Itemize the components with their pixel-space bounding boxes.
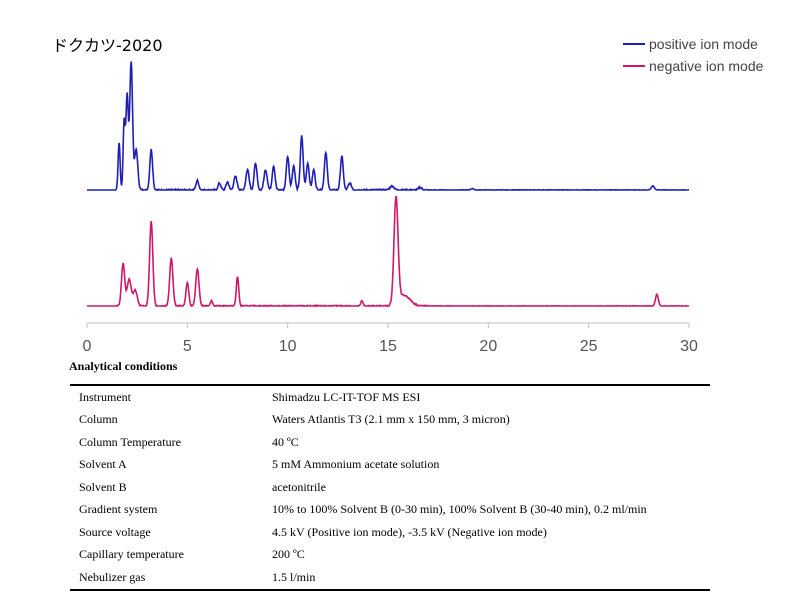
condition-parameter: Capillary temperature (79, 547, 184, 562)
x-axis: 0 5 10 15 20 25 30 (83, 322, 698, 355)
condition-value: 10% to 100% Solvent B (0-30 min), 100% S… (272, 502, 647, 517)
chromatogram-chart: ドクカツ-2020 positive ion mode negative ion… (52, 36, 764, 355)
series-line-positive (87, 61, 690, 193)
condition-parameter: Source voltage (79, 524, 151, 539)
analytical-conditions-table: Instrument Shimadzu LC-IT-TOF MS ESI Colum… (70, 384, 710, 591)
condition-row: Instrument Shimadzu LC-IT-TOF MS ESI (70, 385, 710, 409)
condition-row: Column Waters Atlantis T3 (2.1 mm x 150 m… (70, 409, 710, 432)
condition-value: 4.5 kV (Positive ion mode), -3.5 kV (Neg… (272, 524, 547, 539)
condition-row: Solvent A 5 mM Ammonium acetate solution (70, 454, 710, 477)
condition-row: Capillary temperature 200 ºC (70, 544, 710, 567)
x-tick-label: 30 (680, 338, 698, 355)
legend: positive ion mode negative ion mode (623, 36, 764, 74)
x-tick-label: 25 (580, 338, 598, 355)
condition-row: Column Temperature 40 ºC (70, 431, 710, 454)
condition-row: Solvent B acetonitrile (70, 476, 710, 499)
x-tick-label: 5 (183, 338, 192, 355)
chart-title: ドクカツ-2020 (52, 36, 163, 55)
condition-parameter: Instrument (79, 389, 131, 404)
condition-parameter: Solvent B (79, 479, 127, 494)
x-tick-label: 10 (279, 338, 297, 355)
condition-value: 40 ºC (272, 434, 299, 449)
condition-parameter: Nebulizer gas (79, 569, 146, 584)
condition-value: acetonitrile (272, 479, 326, 494)
condition-value: 200 ºC (272, 547, 305, 562)
series-line-negative (87, 195, 689, 308)
condition-parameter: Gradient system (79, 502, 158, 517)
analytical-conditions-title: Analytical conditions (69, 359, 178, 373)
conditions-body: Instrument Shimadzu LC-IT-TOF MS ESI Colum… (70, 385, 710, 590)
condition-value: 1.5 l/min (272, 569, 316, 584)
condition-row: Source voltage 4.5 kV (Positive ion mode)… (70, 521, 710, 544)
legend-label-positive: positive ion mode (649, 36, 758, 52)
legend-label-negative: negative ion mode (649, 58, 764, 74)
x-tick-label: 20 (479, 338, 497, 355)
condition-parameter: Column (79, 412, 118, 427)
condition-parameter: Column Temperature (79, 434, 181, 449)
condition-value: Shimadzu LC-IT-TOF MS ESI (272, 389, 421, 404)
x-ticks: 0 5 10 15 20 25 30 (83, 323, 698, 355)
x-tick-label: 15 (379, 338, 397, 355)
condition-row: Nebulizer gas 1.5 l/min (70, 566, 710, 590)
condition-parameter: Solvent A (79, 457, 127, 472)
condition-row: Gradient system 10% to 100% Solvent B (0-… (70, 499, 710, 522)
condition-value: 5 mM Ammonium acetate solution (272, 457, 440, 472)
condition-value: Waters Atlantis T3 (2.1 mm x 150 mm, 3 m… (272, 412, 510, 427)
x-tick-label: 0 (83, 338, 92, 355)
